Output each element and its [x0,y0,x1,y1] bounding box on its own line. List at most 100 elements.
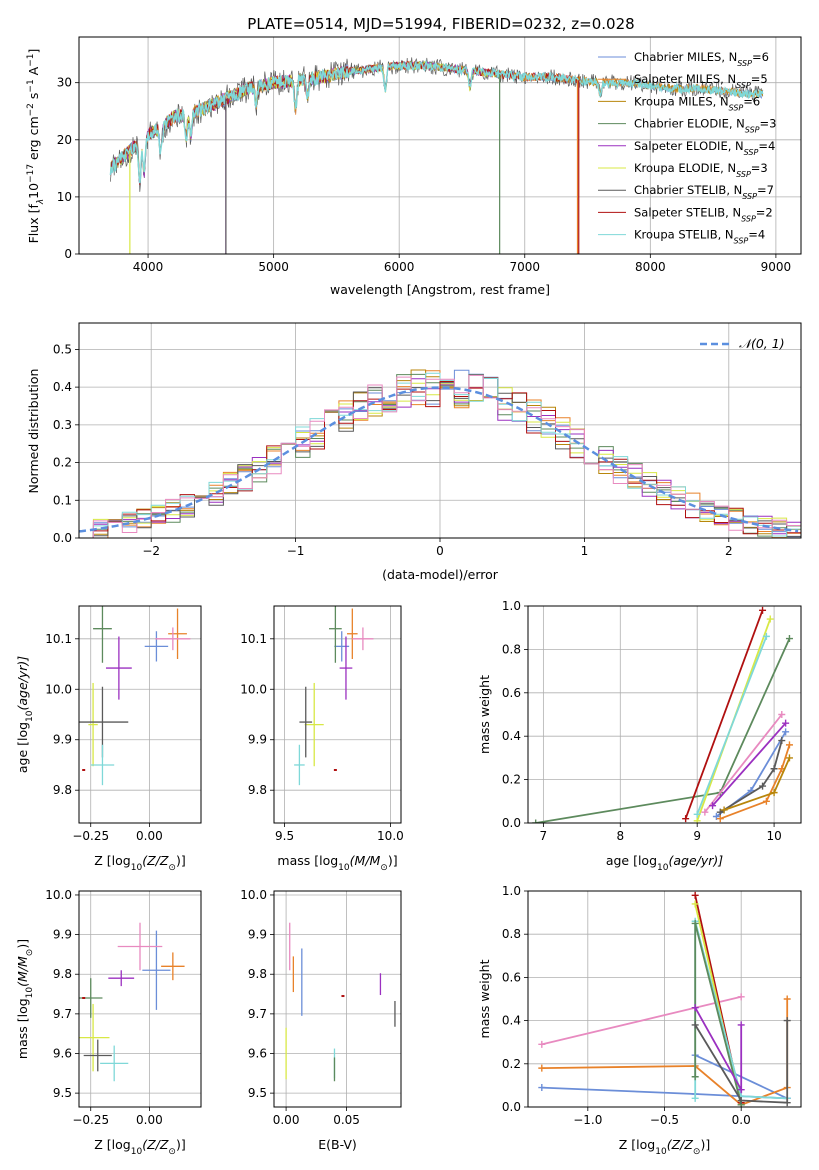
mass-weight-marker [693,817,701,823]
mass-weight-marker [783,1017,791,1025]
mass-weight-marker [691,900,699,908]
y-tick-label: 0.1 [53,493,72,507]
axes-frame [527,605,802,824]
y-tick-label: 9.8 [53,967,72,981]
mass-weight-marker [538,1064,546,1072]
y-tick-label: 10.0 [45,682,72,696]
x-tick-label: 9 [693,829,701,843]
x-tick-label: 0.00 [273,1113,300,1127]
y-tick-label: 1.0 [502,599,521,613]
mass-weight-marker [712,812,720,820]
y-tick-label: 9.9 [248,733,267,747]
spectrum-line [109,59,764,184]
mass_vs_Z-plot-area [79,922,185,1082]
mass-weight-line [541,995,742,1046]
x-axis-label: wavelength [Angstrom, rest frame] [330,282,550,297]
x-tick-label: 4000 [133,260,164,274]
x-axis-label: Z [log10(Z/Z⊙)] [94,853,185,873]
y-axis-label: mass weight [477,959,492,1038]
y-tick-label: 9.8 [248,967,267,981]
x-axis-label: mass [log10(M/M⊙)] [277,853,397,873]
y-tick-label: 0.5 [53,342,72,356]
mass_vs_ebv-grid [274,891,401,1107]
residuals-panel: −2 −1 0 1 2 0.0 0.1 0.2 0.3 0.4 0.5 (data-model)/er… [26,322,802,582]
y-tick-label: 10.1 [240,632,267,646]
mass-weight-marker [693,810,701,818]
age_vs_mass-grid [274,606,401,823]
x-axis-label: age [log10(age/yr)] [606,853,723,873]
mass-weight-marker [709,802,717,810]
y-tick-label: 0.6 [502,970,521,984]
panels: 4000 5000 6000 7000 8000 90000102030wavelengt… [15,36,802,1157]
x-tick-label: −2 [142,544,160,558]
figure-title: PLATE=0514, MJD=51994, FIBERID=0232, z=0… [247,15,634,33]
axes-frame [78,36,802,255]
x-tick-label: −0.5 [650,1113,679,1127]
y-tick-label: 0.6 [502,686,521,700]
mass-weight-line [704,713,783,813]
mass-weight-marker [785,741,793,749]
mass-weight-marker [770,765,778,773]
mass-weight-marker [759,782,767,790]
mass-weight-marker [701,808,709,816]
y-tick-label: 0.2 [502,1057,521,1071]
y-tick-label: 9.8 [248,783,267,797]
legend-entry: Kroupa ELODIE, NSSP=3 [634,161,768,179]
mass_weight_vs_age-panel: 7 8 9 10 0.0 0.2 0.4 0.6 0.8 1.0 age [log10(age/yr… [477,599,802,873]
mass-weight-marker [766,615,774,623]
y-tick-label: 0.3 [53,418,72,432]
x-tick-label: −0.25 [72,1113,109,1127]
axes-frame [273,605,402,824]
y-tick-label: 9.5 [248,1086,267,1100]
x-tick-label: 7000 [509,260,540,274]
mass-weight-marker [783,1099,791,1107]
age_vs_Z-grid [79,606,201,823]
y-tick-label: 9.8 [53,783,72,797]
mass-weight-marker [783,995,791,1003]
mass_weight_vs_Z-plot-area [538,891,791,1107]
y-tick-label: 10.0 [45,888,72,902]
x-tick-label: 1 [581,544,589,558]
y-tick-label: 10.0 [240,682,267,696]
x-axis-label: (data-model)/error [382,567,499,582]
mass-weight-marker [691,891,699,899]
mass-weight-line [684,609,764,820]
axes-frame [78,890,202,1108]
mass_weight_vs_age-plot-area [532,606,793,823]
mass-weight-marker [782,728,790,736]
x-tick-label: 8 [616,829,624,843]
y-tick-label: 9.9 [248,928,267,942]
mass-weight-marker [762,797,770,805]
y-tick-label: 0 [64,247,72,261]
legend-entry: Kroupa STELIB, NSSP=4 [634,228,765,246]
mass-weight-marker [782,719,790,727]
mass-weight-marker [691,1021,699,1029]
x-tick-label: 8000 [635,260,666,274]
y-tick-label: 10.0 [240,888,267,902]
mass_weight_vs_age-grid [528,605,801,824]
y-tick-label: 9.5 [53,1086,72,1100]
mass-weight-marker [778,711,786,718]
y-tick-label: 20 [57,133,72,147]
mass_vs_ebv-plot-area [285,922,396,1082]
mass-weight-marker [538,1040,546,1048]
spectrum-panel: 4000 5000 6000 7000 8000 9000 0 10 20 30 wavelengt… [26,36,802,297]
y-tick-label: 0.0 [502,816,521,830]
y-tick-label: 10 [57,190,72,204]
y-tick-label: 1.0 [502,884,521,898]
mass_vs_Z-panel: −0.25 0.00 9.5 9.6 9.7 9.8 9.9 10.0 Z [log10(Z/Z… [15,888,202,1157]
y-tick-label: 9.6 [53,1046,72,1060]
axes-frame [78,605,202,824]
y-tick-label: 0.0 [53,531,72,545]
mass-weight-line [711,722,787,807]
mass_weight_vs_Z-grid [528,890,801,1108]
mass_vs_ebv-panel: 0.00 0.05 9.5 9.6 9.7 9.8 9.9 10.0 E(B-V) [240,888,402,1152]
residuals-plot-area [79,369,801,538]
x-tick-label: 5000 [258,260,289,274]
mass-weight-marker [759,606,767,614]
legend-entry: Salpeter STELIB, NSSP=2 [634,205,773,223]
y-axis-label: mass [log10(M/M⊙)] [15,939,35,1059]
mass-weight-marker [691,1094,699,1102]
legend-entry: Chabrier MILES, NSSP=6 [634,50,769,68]
y-axis-label: Flux [fλ10−17 erg cm−2 s−1 A−1] [26,49,46,244]
